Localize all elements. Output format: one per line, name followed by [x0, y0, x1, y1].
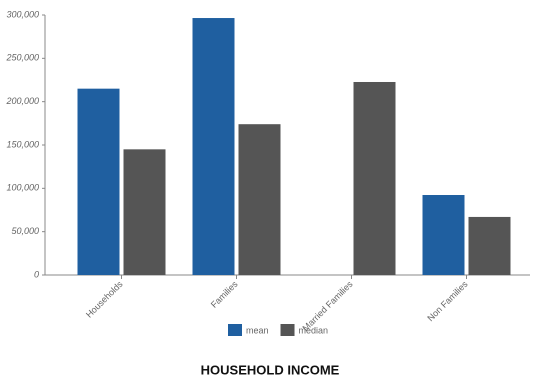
x-tick-label: Non Families [425, 279, 470, 324]
chart-title: HOUSEHOLD INCOME [201, 362, 340, 377]
bar [77, 88, 120, 276]
x-tick-label: Households [84, 279, 125, 320]
y-tick-label: 0 [34, 269, 39, 279]
bar [422, 195, 465, 275]
legend-swatch [280, 324, 295, 336]
bar [353, 81, 396, 275]
bar [468, 216, 511, 275]
bar [192, 18, 235, 276]
bar [238, 124, 281, 275]
y-tick-label: 300,000 [6, 9, 39, 19]
legend-label: median [299, 325, 329, 335]
x-tick-label: Families [209, 279, 240, 310]
y-tick-label: 250,000 [5, 53, 39, 63]
y-tick-label: 100,000 [6, 183, 39, 193]
legend-label: mean [246, 325, 269, 335]
y-tick-label: 50,000 [11, 226, 39, 236]
y-tick-label: 200,000 [5, 96, 39, 106]
bar [123, 149, 166, 275]
legend-swatch [228, 324, 242, 336]
y-tick-label: 150,000 [6, 139, 39, 149]
